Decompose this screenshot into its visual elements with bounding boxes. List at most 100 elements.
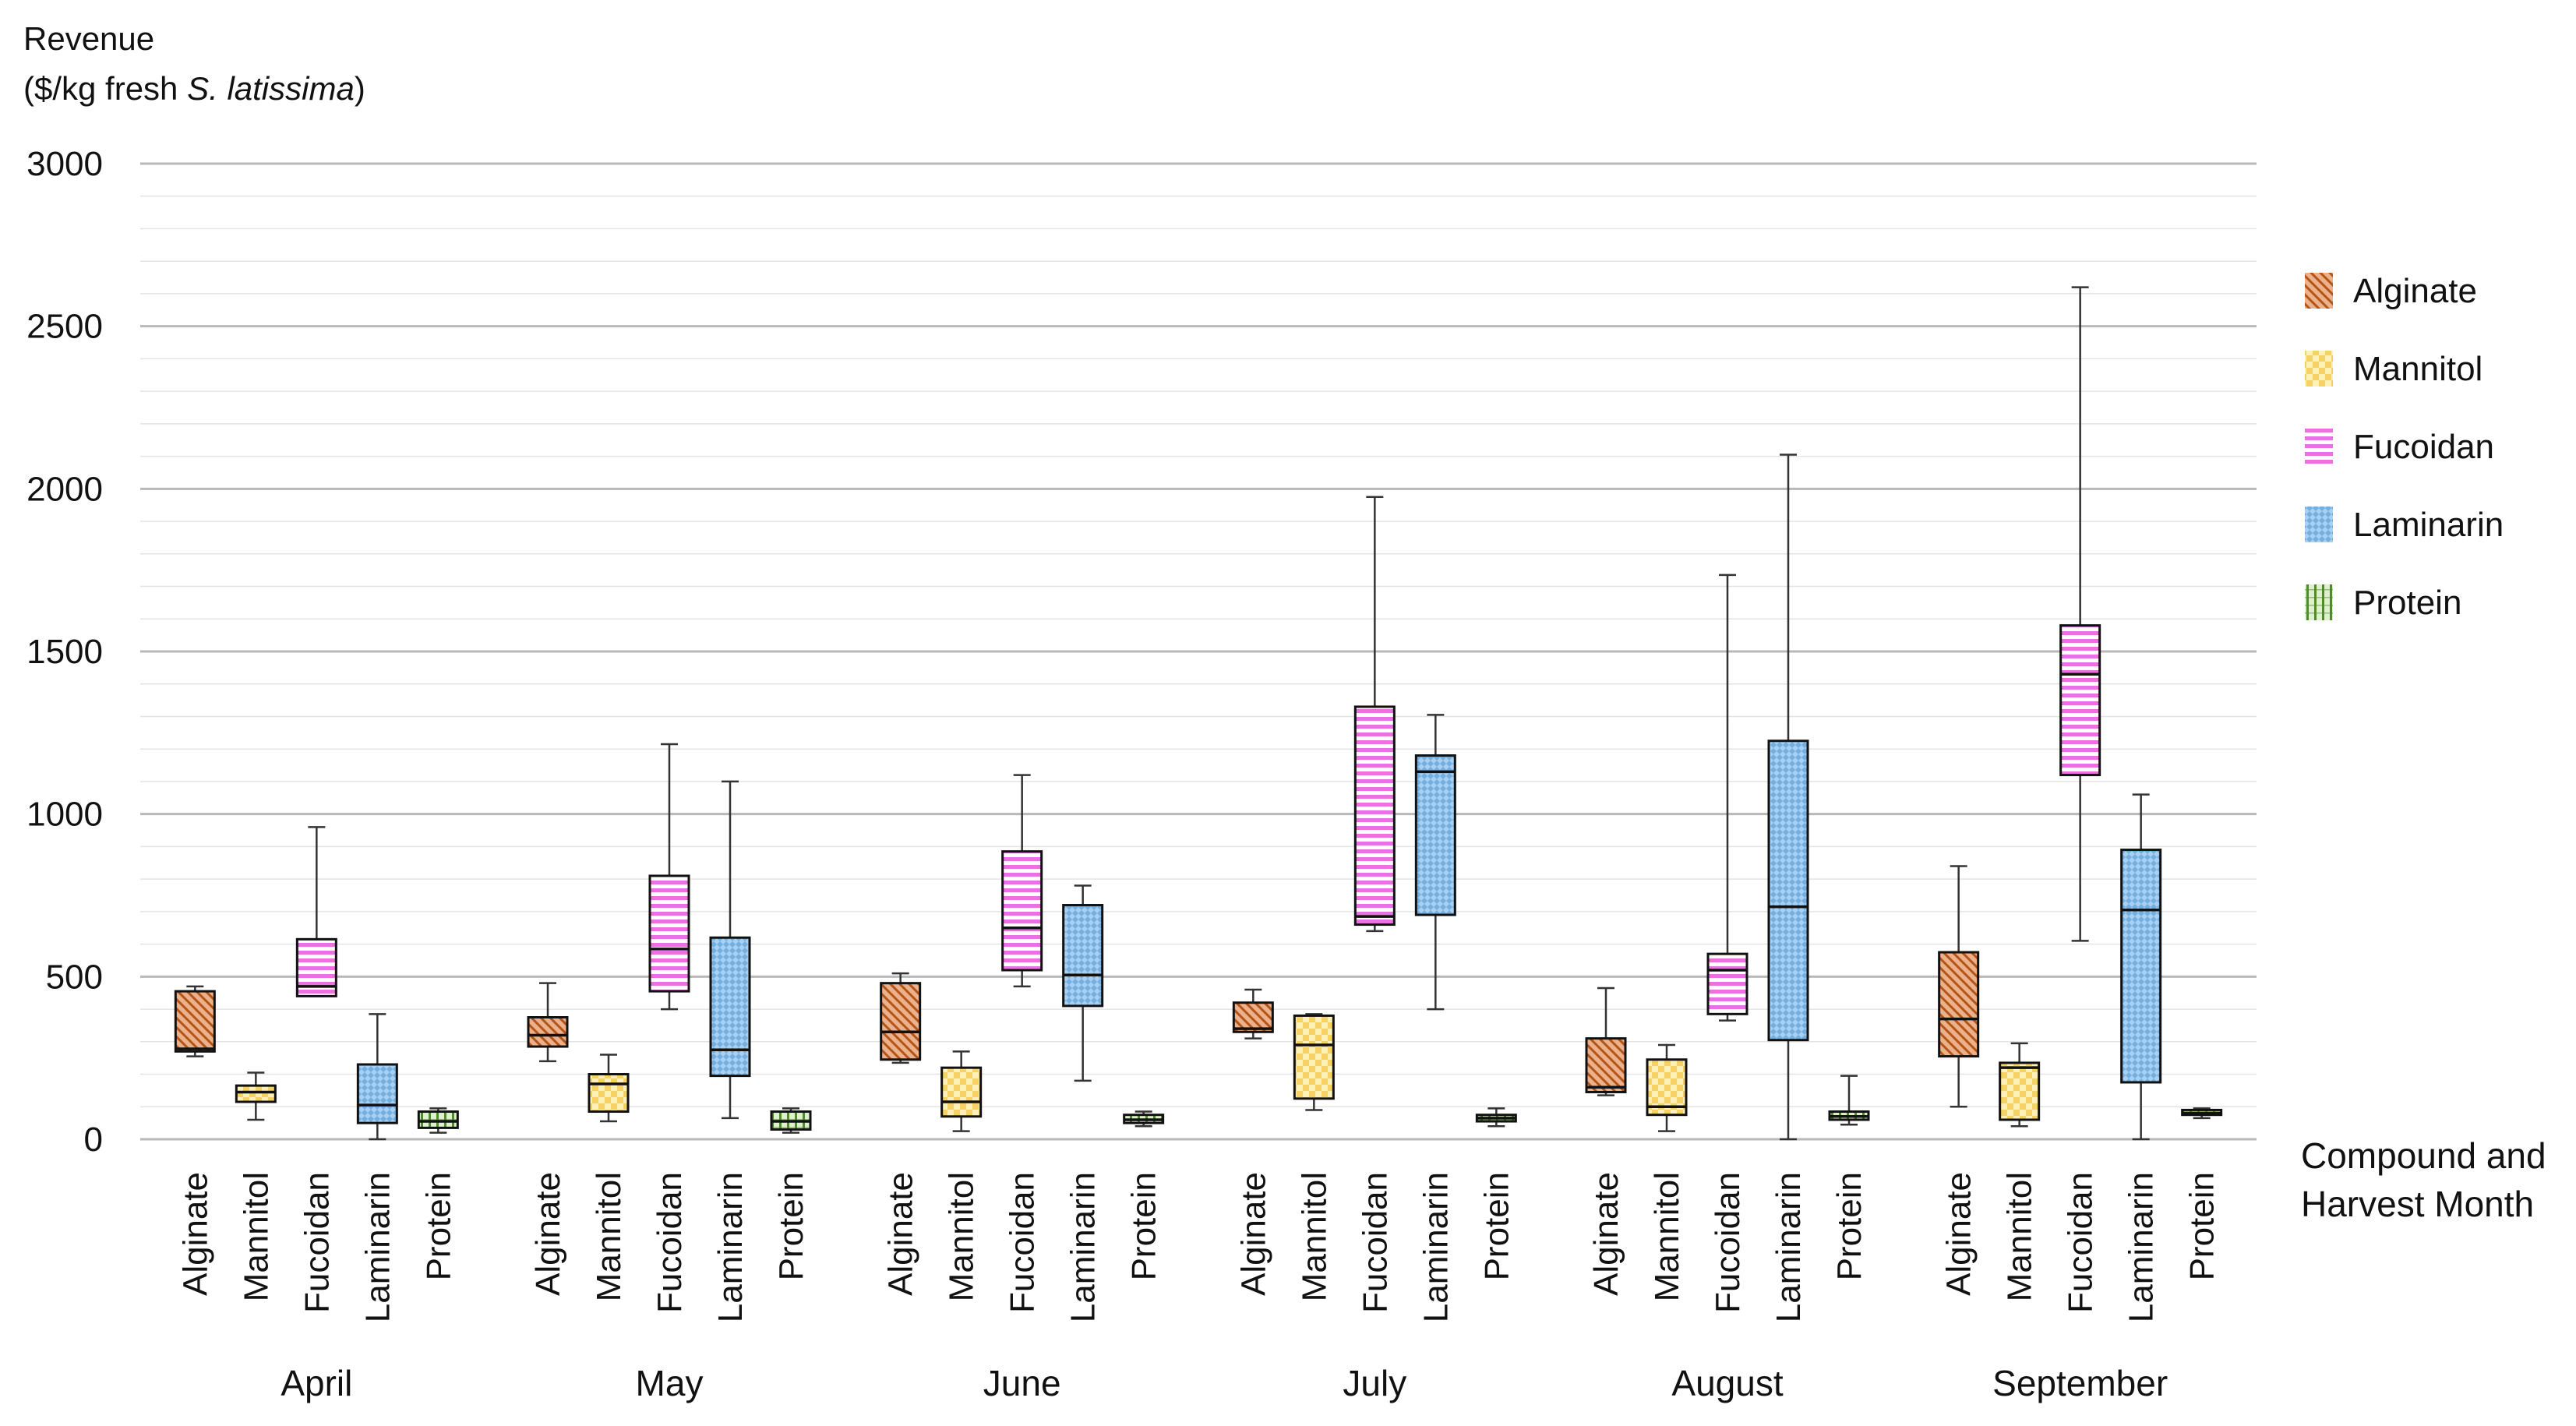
legend-item-laminarin: Laminarin	[2305, 506, 2504, 544]
x-tick-label-compound: Fucoidan	[2062, 1172, 2100, 1313]
box-june-laminarin	[1062, 884, 1104, 1082]
box-iqr	[527, 1016, 569, 1048]
y-tick-label: 1000	[26, 796, 103, 834]
x-tick-label-month: April	[281, 1363, 352, 1403]
box-iqr	[1585, 1037, 1627, 1093]
x-tick-label-compound: Protein	[1477, 1172, 1516, 1280]
box-april-protein	[417, 1107, 459, 1134]
y-tick-label: 500	[46, 958, 103, 996]
box-september-fucoidan	[2059, 286, 2101, 942]
box-june-fucoidan	[1001, 774, 1043, 988]
box-april-fucoidan	[295, 826, 337, 997]
box-june-alginate	[880, 972, 922, 1064]
box-plot-marks	[174, 286, 2223, 1141]
x-tick-label-compound: Protein	[2183, 1172, 2221, 1280]
legend-swatch	[2305, 507, 2333, 542]
x-tick-label-compound: Protein	[1830, 1172, 1868, 1280]
legend-swatch	[2305, 429, 2333, 464]
x-tick-label-compound: Laminarin	[1417, 1172, 1455, 1322]
box-august-laminarin	[1767, 454, 1809, 1141]
x-tick-label-compound: Mannitol	[2001, 1172, 2039, 1301]
legend-swatch	[2305, 351, 2333, 387]
box-iqr	[235, 1084, 277, 1103]
box-april-laminarin	[356, 1013, 398, 1141]
x-tick-label-compound: Alginate	[1234, 1172, 1272, 1296]
box-july-protein	[1475, 1107, 1517, 1128]
box-iqr	[1767, 739, 1809, 1042]
legend-label: Fucoidan	[2353, 428, 2494, 466]
x-tick-label-compound: Alginate	[882, 1172, 920, 1296]
y-tick-label: 2000	[26, 470, 103, 508]
x-axis-title-line1: Compound and	[2301, 1135, 2546, 1176]
legend-label: Alginate	[2353, 272, 2477, 310]
legend-item-protein: Protein	[2305, 584, 2461, 622]
x-tick-label-month: May	[636, 1363, 704, 1403]
box-september-laminarin	[2120, 793, 2162, 1141]
box-iqr	[356, 1063, 398, 1124]
box-april-mannitol	[235, 1071, 277, 1121]
x-tick-label-compound: Fucoidan	[1356, 1172, 1394, 1313]
x-tick-label-compound: Alginate	[529, 1172, 567, 1296]
box-iqr	[2120, 849, 2162, 1084]
box-august-fucoidan	[1706, 574, 1749, 1022]
legend: Alginate Mannitol Fucoidan Laminarin Protein	[2305, 272, 2504, 622]
x-tick-label-compound: Mannitol	[1648, 1172, 1686, 1301]
box-iqr	[1999, 1061, 2041, 1121]
box-august-protein	[1828, 1075, 1870, 1126]
x-tick-label-compound: Mannitol	[1295, 1172, 1333, 1301]
x-tick-label-compound: Laminarin	[2123, 1172, 2161, 1322]
y-axis-title-line1: Revenue	[23, 20, 154, 57]
box-may-fucoidan	[648, 743, 690, 1011]
box-july-mannitol	[1293, 1013, 1335, 1111]
y-tick-label: 3000	[26, 145, 103, 183]
box-iqr	[417, 1110, 459, 1129]
x-tick-label-month: June	[983, 1363, 1061, 1403]
y-tick-labels: 0 500 1000 1500 2000 2500 3000	[26, 145, 103, 1159]
box-iqr	[1001, 850, 1043, 972]
box-iqr	[1706, 952, 1749, 1015]
box-iqr	[1414, 754, 1456, 916]
box-may-alginate	[527, 982, 569, 1063]
box-june-protein	[1123, 1110, 1165, 1128]
legend-swatch	[2305, 273, 2333, 309]
box-may-laminarin	[709, 780, 751, 1120]
x-tick-label-month: September	[1992, 1363, 2168, 1403]
box-may-mannitol	[588, 1054, 630, 1123]
box-iqr	[1293, 1014, 1335, 1100]
x-tick-label-compound: Laminarin	[1064, 1172, 1103, 1322]
x-tick-label-compound: Fucoidan	[298, 1172, 336, 1313]
x-tick-label-compound: Laminarin	[711, 1172, 750, 1322]
x-axis-title-line2: Harvest Month	[2301, 1184, 2534, 1224]
box-iqr	[880, 982, 922, 1061]
x-tick-label-compound: Mannitol	[943, 1172, 981, 1301]
x-tick-label-compound: Alginate	[1940, 1172, 1978, 1296]
box-july-laminarin	[1414, 714, 1456, 1011]
legend-label: Laminarin	[2353, 506, 2504, 544]
box-iqr	[1938, 951, 1980, 1058]
box-iqr	[174, 990, 216, 1053]
box-september-protein	[2181, 1107, 2223, 1120]
x-tick-label-compound: Protein	[419, 1172, 457, 1280]
legend-item-mannitol: Mannitol	[2305, 350, 2482, 388]
y-tick-label: 0	[84, 1121, 103, 1159]
box-may-protein	[770, 1107, 812, 1134]
y-tick-label: 1500	[26, 633, 103, 671]
box-iqr	[588, 1073, 630, 1114]
legend-swatch	[2305, 584, 2333, 620]
y-axis-title-line2: ($/kg fresh S. latissima)	[23, 70, 365, 107]
legend-label: Mannitol	[2353, 350, 2482, 388]
x-tick-label-compound: Alginate	[176, 1172, 214, 1296]
x-tick-label-compound: Mannitol	[590, 1172, 628, 1301]
x-tick-label-compound: Mannitol	[237, 1172, 275, 1301]
x-tick-label-compound: Alginate	[1587, 1172, 1625, 1296]
gridlines	[140, 162, 2257, 1141]
x-tick-label-compound: Fucoidan	[1004, 1172, 1042, 1313]
box-september-mannitol	[1999, 1042, 2041, 1128]
box-iqr	[1232, 1001, 1274, 1033]
y-tick-label: 2500	[26, 308, 103, 346]
x-tick-label-compound: Protein	[1125, 1172, 1163, 1280]
x-tick-labels: Alginate Mannitol Fucoidan Laminarin Protein…	[176, 1172, 2221, 1403]
x-tick-label-compound: Protein	[772, 1172, 810, 1280]
box-iqr	[709, 936, 751, 1078]
